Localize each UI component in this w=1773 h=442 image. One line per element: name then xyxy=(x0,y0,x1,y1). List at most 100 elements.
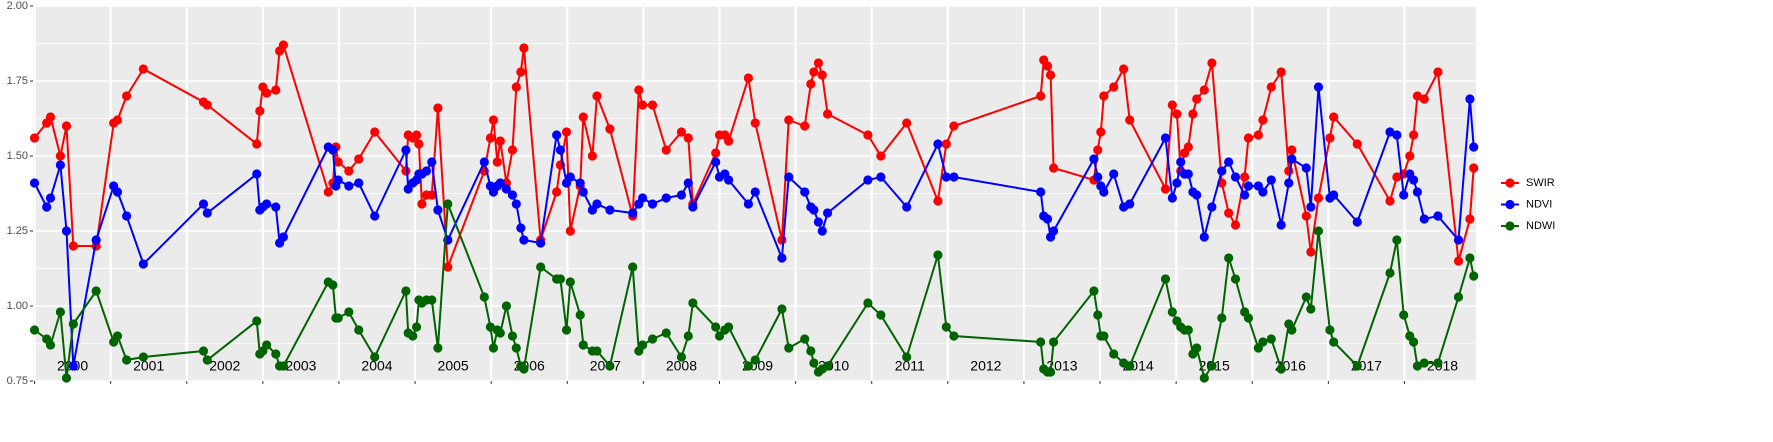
data-point xyxy=(800,334,810,344)
data-point xyxy=(1352,361,1362,371)
data-point xyxy=(1183,142,1193,152)
data-point xyxy=(344,181,354,191)
data-point xyxy=(1207,58,1217,68)
data-point xyxy=(1036,91,1046,101)
data-point xyxy=(777,304,787,314)
data-point xyxy=(592,346,602,356)
data-point xyxy=(112,331,123,341)
data-point xyxy=(555,274,566,284)
data-point xyxy=(507,331,518,341)
data-point xyxy=(1453,235,1464,245)
data-point xyxy=(1453,292,1464,302)
data-point xyxy=(122,355,132,365)
data-point xyxy=(122,211,132,221)
data-point xyxy=(1399,190,1409,200)
data-point xyxy=(417,199,427,209)
data-point xyxy=(202,208,212,218)
data-point xyxy=(575,178,585,188)
data-point xyxy=(933,139,943,149)
data-point xyxy=(1176,157,1186,167)
data-point xyxy=(552,187,562,197)
data-point xyxy=(1276,364,1286,374)
data-point xyxy=(1093,310,1103,320)
data-point xyxy=(1325,133,1335,143)
data-point xyxy=(661,145,671,155)
data-point xyxy=(536,262,546,272)
data-point xyxy=(1089,154,1099,164)
data-point xyxy=(714,331,725,341)
data-point xyxy=(411,322,422,332)
data-point xyxy=(1412,361,1422,371)
data-point xyxy=(1172,109,1182,119)
data-point xyxy=(427,295,437,305)
data-point xyxy=(61,373,72,383)
data-point xyxy=(592,199,602,209)
data-point xyxy=(676,127,687,137)
data-point xyxy=(1258,187,1268,197)
data-point xyxy=(198,199,209,209)
data-point xyxy=(1167,307,1177,317)
data-point xyxy=(536,238,546,248)
data-point xyxy=(333,313,343,323)
data-point xyxy=(1419,214,1429,224)
data-point xyxy=(55,151,65,161)
data-point xyxy=(638,100,648,110)
data-point xyxy=(1276,220,1286,230)
y-tick-label: 1.75 xyxy=(7,75,28,87)
data-point xyxy=(661,328,671,338)
data-point xyxy=(495,136,505,146)
data-point xyxy=(112,187,123,197)
data-point xyxy=(676,352,687,362)
data-point xyxy=(333,175,343,185)
data-point xyxy=(354,154,364,164)
data-point xyxy=(1419,358,1429,368)
data-point xyxy=(1167,193,1177,203)
data-point xyxy=(1408,130,1419,140)
data-point xyxy=(800,187,810,197)
data-point xyxy=(507,190,518,200)
data-point xyxy=(683,331,693,341)
data-point xyxy=(1183,169,1193,179)
data-point xyxy=(1329,112,1339,122)
data-point xyxy=(750,187,760,197)
year-label: 2011 xyxy=(895,358,925,374)
data-point xyxy=(784,115,794,125)
data-point xyxy=(876,310,886,320)
data-point xyxy=(1258,115,1268,125)
data-point xyxy=(806,346,816,356)
data-point xyxy=(1089,286,1099,296)
year-label: 2005 xyxy=(438,358,469,374)
legend-key-point xyxy=(1505,199,1515,210)
data-point xyxy=(1453,256,1464,266)
data-point xyxy=(1093,172,1103,182)
data-point xyxy=(1352,139,1362,149)
data-point xyxy=(743,199,754,209)
data-point xyxy=(1183,325,1193,335)
y-tick-label: 1.50 xyxy=(7,150,28,162)
data-point xyxy=(1199,85,1209,95)
data-point xyxy=(724,175,734,185)
data-point xyxy=(252,169,262,179)
data-point xyxy=(427,157,437,167)
data-point xyxy=(112,115,123,125)
data-point xyxy=(488,343,499,353)
data-point xyxy=(902,352,912,362)
year-label: 2003 xyxy=(285,358,316,374)
data-point xyxy=(806,79,816,89)
data-point xyxy=(55,307,65,317)
data-point xyxy=(1192,343,1202,353)
data-point xyxy=(902,118,912,128)
data-point xyxy=(1385,268,1395,278)
data-point xyxy=(262,199,272,209)
data-point xyxy=(750,118,760,128)
data-point xyxy=(1093,145,1103,155)
data-point xyxy=(638,193,648,203)
year-label: 2002 xyxy=(209,358,240,374)
data-point xyxy=(401,145,411,155)
data-point xyxy=(933,250,943,260)
data-point xyxy=(519,235,529,245)
data-point xyxy=(1042,214,1053,224)
data-point xyxy=(45,193,56,203)
data-point xyxy=(495,328,505,338)
